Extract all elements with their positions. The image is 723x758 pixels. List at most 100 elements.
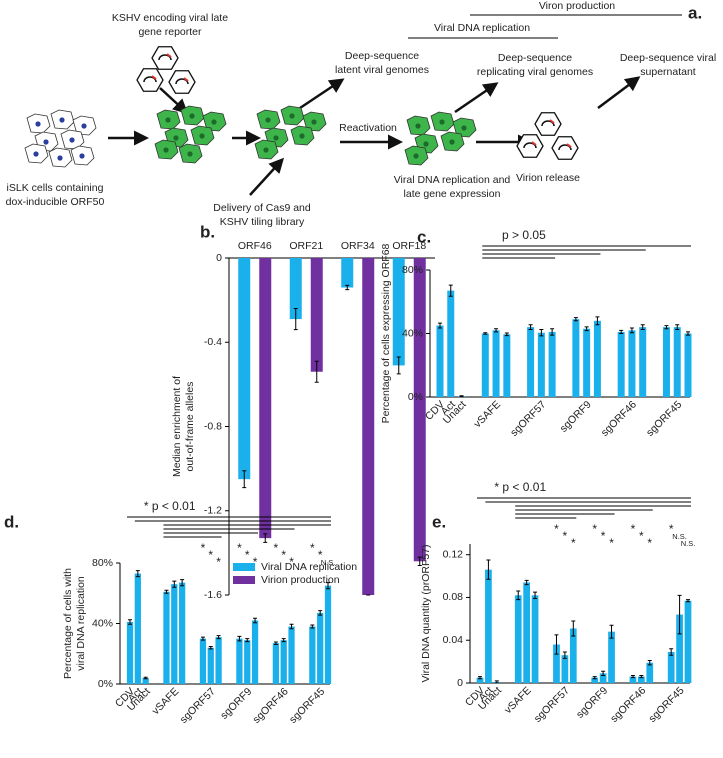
x-tick-label: ORF34 [341, 240, 375, 252]
bar [126, 621, 134, 684]
y-tick-label: 80% [402, 264, 423, 276]
label: KSHV tiling library [220, 216, 305, 228]
panel-label: d. [4, 512, 19, 531]
bar [259, 258, 272, 539]
significance: * [253, 555, 258, 569]
significance: * [245, 548, 250, 562]
error-bar [180, 579, 185, 587]
bar [569, 628, 577, 683]
y-axis-label: Median enrichment of [171, 376, 183, 477]
label: Viral DNA replication and [394, 174, 511, 186]
reporter [531, 141, 537, 146]
error-bar [494, 680, 499, 684]
significance: * [669, 522, 674, 536]
reporter [166, 53, 172, 58]
error-bar [459, 395, 464, 398]
error-bar [273, 641, 278, 645]
nucleus [187, 151, 193, 157]
nucleus [423, 141, 429, 147]
bar [617, 331, 625, 397]
bar [514, 595, 522, 683]
bar [629, 676, 637, 683]
significance: N.S. [681, 539, 696, 548]
error-bar [647, 660, 652, 666]
bar [251, 620, 259, 684]
legend-label: Virion production [261, 574, 340, 586]
x-tick-label: sgORF45 [644, 398, 684, 438]
diagram: a. KSHV encoding viral late gene reporte… [6, 0, 716, 228]
error-bar [573, 317, 578, 322]
nucleus [59, 117, 65, 123]
x-tick-label: ORF21 [289, 240, 323, 252]
bar [527, 327, 535, 397]
error-bar [293, 308, 298, 331]
error-bar [571, 620, 576, 637]
virion [151, 46, 179, 70]
error-bar [143, 676, 148, 680]
y-tick-label: -0.8 [204, 420, 222, 432]
y-tick-label: -1.2 [204, 505, 222, 517]
significance: * [208, 548, 213, 562]
genome [158, 54, 172, 61]
bar [171, 584, 178, 684]
bar [572, 319, 580, 397]
bar [244, 640, 251, 684]
bar [476, 677, 484, 683]
nucleus [81, 123, 87, 129]
arrows [108, 76, 641, 196]
y-tick-label: 0.04 [443, 634, 464, 646]
x-tick-label: vSAFE [502, 685, 534, 717]
panel-label: c. [417, 227, 431, 246]
bar [288, 626, 295, 684]
bar [436, 325, 444, 397]
y-axis-label: Viral DNA quantity (prORF57) [420, 544, 432, 682]
nucleus [189, 113, 195, 119]
virion [551, 136, 579, 160]
y-axis-label: viral DNA replication [75, 576, 87, 671]
nucleus [199, 133, 205, 139]
nucleus [211, 119, 217, 125]
label: Viron production [539, 0, 615, 12]
bar [553, 644, 560, 683]
error-bar [135, 570, 140, 578]
y-tick-label: 0.12 [443, 548, 464, 560]
error-bar [310, 624, 315, 629]
annotation: * p < 0.01 [494, 480, 546, 494]
x-tick-label: sgORF9 [574, 684, 610, 720]
y-axis-label: Percentage of cells expressing ORF68 [380, 243, 392, 423]
label: gene reporter [138, 26, 202, 38]
error-bar [494, 328, 499, 333]
y-tick-label: 40% [402, 327, 423, 339]
bar [628, 330, 636, 397]
x-tick-label: sgORF57 [178, 685, 218, 725]
label: iSLK cells containing [7, 182, 104, 194]
nucleus [79, 153, 85, 159]
bar [238, 258, 251, 480]
significance: * [237, 541, 242, 555]
x-tick-label: sgORF57 [532, 684, 572, 724]
bar [599, 673, 607, 683]
y-tick-label: 0% [408, 391, 423, 403]
x-tick-label: ORF18 [392, 240, 426, 252]
bar [503, 334, 511, 397]
nucleus [273, 135, 279, 141]
error-bar [345, 284, 350, 291]
significance: * [609, 536, 614, 550]
error-bar [664, 325, 669, 330]
bar [178, 582, 186, 684]
nucleus [263, 147, 269, 153]
bar [561, 655, 569, 683]
error-bar [554, 634, 559, 655]
bar [531, 595, 539, 683]
bar [673, 327, 681, 397]
nucleus [43, 139, 49, 145]
label: replicating viral genomes [477, 66, 593, 78]
label: late gene expression [404, 188, 501, 200]
bar [362, 258, 375, 595]
bar [163, 591, 170, 684]
bar [199, 638, 207, 684]
panel-label: a. [688, 3, 702, 22]
y-axis-label: out-of-frame alleles [184, 382, 196, 472]
bar [684, 600, 692, 683]
error-bar [686, 599, 690, 603]
